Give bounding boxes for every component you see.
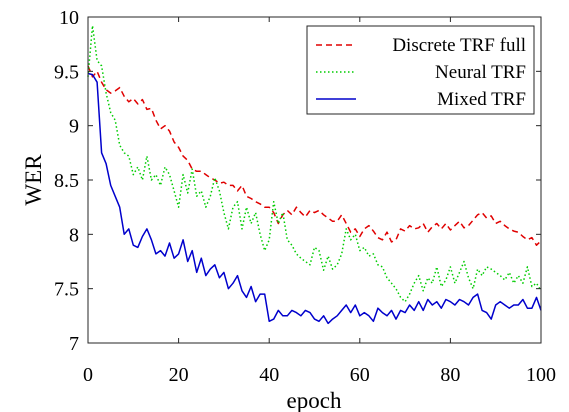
- legend: Discrete TRF full Neural TRF Mixed TRF: [306, 25, 535, 115]
- x-tick-label: 60: [350, 364, 370, 386]
- x-tick-label: 20: [169, 364, 189, 386]
- y-tick-labels: 7 7.5 8 8.5 9 9.5 10: [54, 7, 79, 355]
- series-lines: [87, 24, 542, 325]
- y-tick-label: 7: [69, 333, 79, 355]
- x-tick-label: 0: [83, 364, 93, 386]
- legend-label-0: Discrete TRF full: [392, 35, 526, 56]
- series-line-2: [87, 72, 542, 325]
- y-tick-label: 8.5: [54, 170, 79, 192]
- series-line-0: [87, 65, 542, 246]
- y-tick-label: 7.5: [54, 279, 79, 301]
- y-axis-title: WER: [21, 154, 46, 206]
- x-tick-label: 40: [259, 364, 279, 386]
- y-tick-label: 9: [69, 116, 79, 138]
- x-tick-label: 80: [440, 364, 460, 386]
- x-tick-label: 100: [526, 364, 556, 386]
- x-tick-labels: 0 20 40 60 80 100: [83, 364, 556, 386]
- y-tick-label: 10: [59, 7, 79, 29]
- y-tick-label: 8: [69, 224, 79, 246]
- plot-frame: [87, 16, 542, 344]
- legend-label-2: Mixed TRF: [437, 89, 526, 110]
- y-tick-label: 9.5: [54, 61, 79, 83]
- x-axis-title: epoch: [287, 388, 342, 412]
- legend-label-1: Neural TRF: [435, 62, 526, 83]
